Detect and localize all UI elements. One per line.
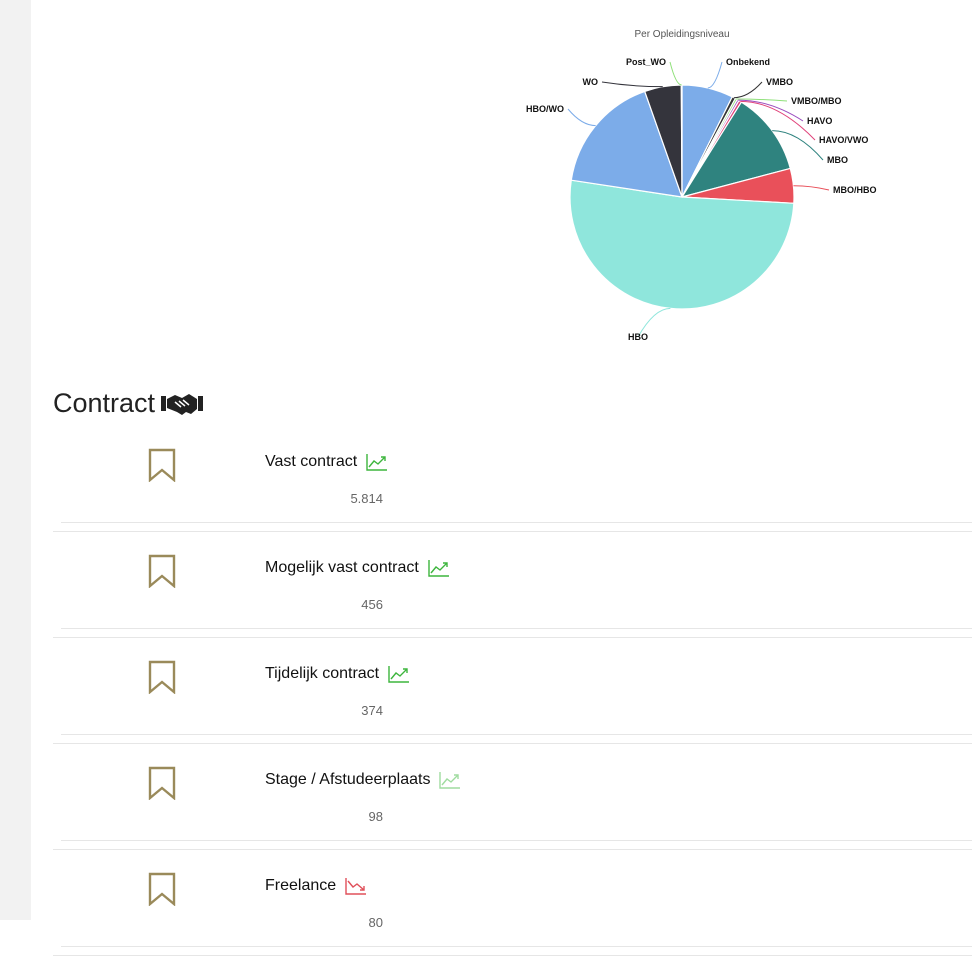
contract-list: Vast contract 5.814 Mogelijk vast contra… bbox=[53, 440, 972, 970]
contract-name-text: Mogelijk vast contract bbox=[265, 559, 419, 576]
contract-count: 80 bbox=[368, 915, 383, 930]
pie-chart-svg: Per Opleidingsniveau Onbekend VMBO VMBO/MB… bbox=[526, 29, 877, 342]
pie-leader-line bbox=[772, 130, 824, 161]
contract-name-text: Stage / Afstudeerplaats bbox=[265, 771, 431, 788]
contract-name-text: Vast contract bbox=[265, 453, 358, 470]
contract-row-mogelijk-vast-contract[interactable]: Mogelijk vast contract 456 bbox=[53, 546, 972, 652]
contract-name[interactable]: Vast contract bbox=[265, 453, 388, 471]
bookmark-icon[interactable] bbox=[148, 872, 176, 906]
contract-row-stage-afstudeerplaats[interactable]: Stage / Afstudeerplaats 98 bbox=[53, 758, 972, 864]
pie-label: HAVO bbox=[807, 116, 832, 126]
contract-count: 456 bbox=[361, 597, 383, 612]
pie-label: HBO/WO bbox=[526, 104, 564, 114]
pie-label: HBO bbox=[628, 332, 648, 342]
contract-row-freelance[interactable]: Freelance 80 bbox=[53, 864, 972, 970]
bookmark-icon[interactable] bbox=[148, 766, 176, 800]
pie-leader-line bbox=[733, 81, 763, 99]
contract-name[interactable]: Tijdelijk contract bbox=[265, 665, 410, 683]
row-divider bbox=[53, 637, 972, 638]
contract-count: 374 bbox=[361, 703, 383, 718]
pie-leader-line bbox=[707, 61, 723, 89]
row-divider bbox=[61, 628, 972, 629]
contract-count: 5.814 bbox=[350, 491, 383, 506]
pie-leader-line bbox=[601, 81, 663, 88]
pie-leader-line bbox=[637, 307, 671, 338]
trend-up-icon bbox=[439, 772, 461, 789]
education-level-pie-chart: Per Opleidingsniveau Onbekend VMBO VMBO/MB… bbox=[500, 20, 920, 360]
pie-leader-line bbox=[736, 98, 788, 102]
pie-slice-hbo[interactable] bbox=[569, 179, 795, 310]
row-divider bbox=[53, 743, 972, 744]
bookmark-icon[interactable] bbox=[148, 554, 176, 588]
trend-down-icon bbox=[345, 878, 367, 895]
contract-title-text: Contract bbox=[53, 388, 156, 418]
contract-row-tijdelijk-contract[interactable]: Tijdelijk contract 374 bbox=[53, 652, 972, 758]
contract-name[interactable]: Freelance bbox=[265, 877, 367, 895]
pie-leader-line bbox=[738, 99, 804, 122]
trend-up-icon bbox=[388, 666, 410, 683]
pie-label: Post_WO bbox=[626, 57, 666, 67]
pie-label: WO bbox=[583, 77, 599, 87]
pie-leader-line bbox=[740, 100, 816, 141]
pie-label: MBO bbox=[827, 155, 848, 165]
pie-leader-line bbox=[669, 61, 682, 86]
contract-section-title: Contract bbox=[53, 388, 204, 419]
chart-title: Per Opleidingsniveau bbox=[634, 29, 729, 40]
pie-slice-post-wo[interactable] bbox=[680, 84, 683, 198]
contract-row-vast-contract[interactable]: Vast contract 5.814 bbox=[53, 440, 972, 546]
contract-name-text: Freelance bbox=[265, 877, 337, 894]
left-rail bbox=[0, 0, 31, 920]
row-divider bbox=[61, 734, 972, 735]
pie-leader-line bbox=[567, 108, 596, 127]
row-divider bbox=[61, 946, 972, 947]
contract-name[interactable]: Mogelijk vast contract bbox=[265, 559, 450, 577]
handshake-icon bbox=[161, 393, 204, 415]
row-divider bbox=[53, 955, 972, 956]
contract-count: 98 bbox=[368, 809, 383, 824]
bookmark-icon[interactable] bbox=[148, 448, 176, 482]
row-divider bbox=[53, 531, 972, 532]
row-divider bbox=[53, 849, 972, 850]
pie-label: Onbekend bbox=[726, 57, 770, 67]
pie-label: VMBO/MBO bbox=[791, 96, 842, 106]
contract-name[interactable]: Stage / Afstudeerplaats bbox=[265, 771, 461, 789]
pie-slice-mbo[interactable] bbox=[680, 101, 792, 198]
contract-name-text: Tijdelijk contract bbox=[265, 665, 380, 682]
trend-up-icon bbox=[428, 560, 449, 577]
trend-up-icon bbox=[366, 454, 388, 471]
pie-label: MBO/HBO bbox=[833, 185, 877, 195]
pie-label: VMBO bbox=[766, 77, 793, 87]
row-divider bbox=[61, 840, 972, 841]
row-divider bbox=[61, 522, 972, 523]
bookmark-icon[interactable] bbox=[148, 660, 176, 694]
pie-label: HAVO/VWO bbox=[819, 135, 868, 145]
pie-leader-line bbox=[793, 185, 830, 191]
